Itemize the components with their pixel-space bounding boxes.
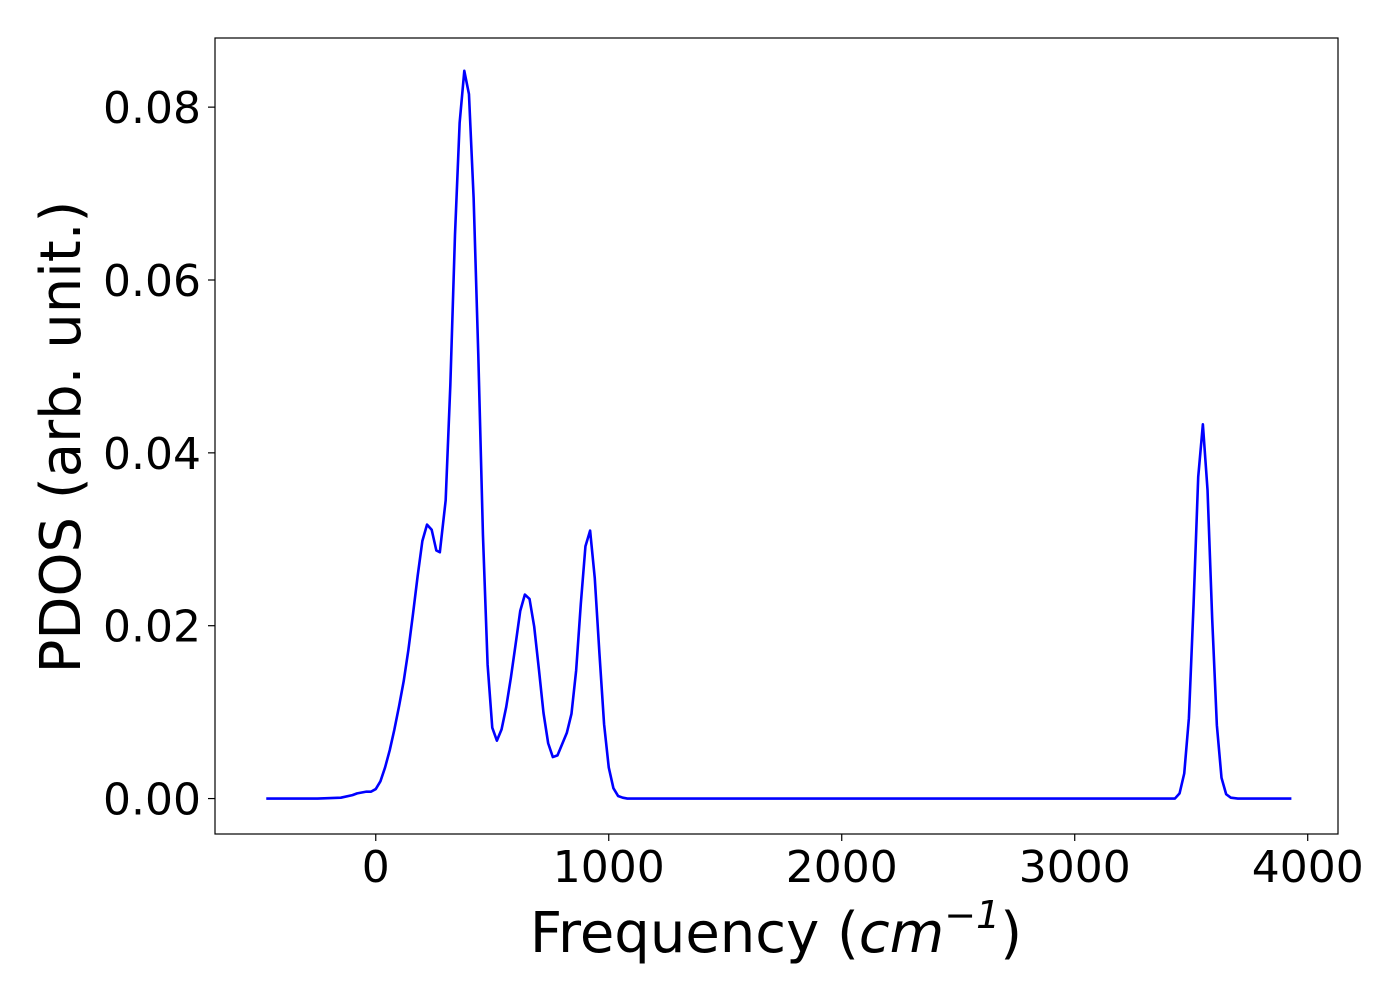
x-axis-label-exponent: −1 [944, 893, 1000, 937]
x-tick-label: 1000 [553, 842, 665, 893]
y-tick-label: 0.06 [103, 256, 201, 307]
series-layer [266, 69, 1292, 800]
x-tick-label: 2000 [786, 842, 898, 893]
x-tick-label: 0 [362, 842, 390, 893]
x-axis-label-close: ) [1000, 901, 1022, 966]
axis-ticks: 0 1000 2000 3000 4000 0.00 0.02 0.04 0.06 0.08 [103, 83, 1364, 893]
x-tick-label: 3000 [1019, 842, 1131, 893]
y-tick-label: 0.08 [103, 83, 201, 134]
y-tick-label: 0.02 [103, 602, 201, 653]
y-tick-label: 0.04 [103, 429, 201, 480]
plot-frame [214, 37, 1339, 835]
x-axis-label: Frequency (cm−1) [530, 893, 1022, 966]
x-tick-label: 4000 [1252, 842, 1364, 893]
x-axis-label-unit: cm [859, 901, 944, 966]
y-tick-label: 0.00 [103, 775, 201, 826]
pdos-series-line [266, 69, 1292, 800]
y-axis-label: PDOS (arb. unit.) [29, 201, 94, 674]
x-axis-label-main: Frequency ( [530, 901, 859, 966]
